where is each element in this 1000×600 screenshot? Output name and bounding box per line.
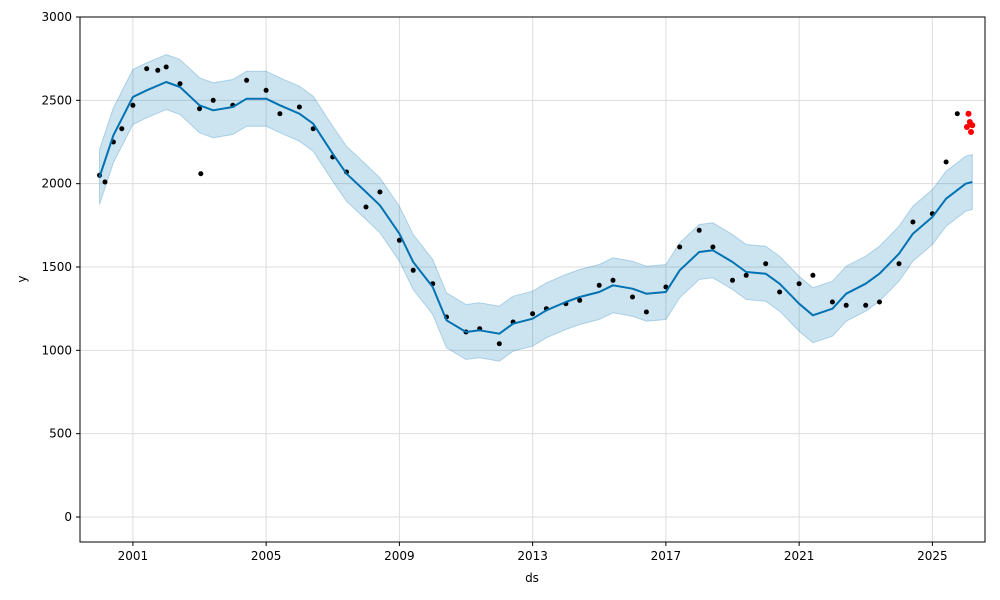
- highlight-point: [963, 124, 970, 130]
- observed-point: [363, 204, 369, 210]
- x-axis-label: ds: [525, 571, 539, 585]
- observed-point: [144, 66, 150, 72]
- highlight-point: [969, 122, 976, 129]
- observed-point: [396, 237, 402, 243]
- x-tick-label: 2013: [517, 549, 548, 563]
- observed-point: [710, 244, 716, 250]
- x-tick-label: 2025: [917, 549, 948, 563]
- observed-point: [163, 64, 169, 70]
- observed-point: [777, 289, 783, 295]
- observed-point: [198, 171, 204, 177]
- y-tick-label: 3000: [41, 10, 72, 24]
- observed-point: [643, 309, 649, 315]
- observed-point: [896, 261, 902, 267]
- highlight-point: [965, 110, 972, 117]
- y-axis-ticks: 0 500 1000 1500 2000 2500 3000: [41, 10, 80, 524]
- observed-point: [954, 111, 960, 117]
- y-axis-label: y: [15, 275, 29, 282]
- y-tick-label: 500: [49, 427, 72, 441]
- observed-point: [796, 281, 802, 287]
- highlight-points: [963, 110, 976, 135]
- x-tick-label: 2021: [784, 549, 815, 563]
- y-tick-label: 2000: [41, 177, 72, 191]
- observed-point: [155, 67, 161, 73]
- observed-point: [743, 272, 749, 278]
- forecast-line: [98, 81, 973, 335]
- observed-point: [596, 282, 602, 288]
- observed-point: [119, 126, 125, 132]
- y-tick-label: 1000: [41, 343, 72, 357]
- observed-point: [263, 87, 269, 93]
- observed-point: [763, 261, 769, 267]
- observed-point: [677, 244, 683, 250]
- observed-point: [410, 267, 416, 273]
- observed-point: [696, 227, 702, 233]
- observed-point: [496, 341, 502, 347]
- observed-point: [277, 111, 283, 117]
- observed-point: [244, 77, 250, 83]
- observed-point: [877, 299, 882, 305]
- observed-point: [577, 297, 583, 303]
- forecast-line-path: [98, 81, 973, 335]
- observed-point: [829, 299, 835, 305]
- observed-point: [943, 159, 949, 165]
- observed-point: [843, 302, 849, 308]
- y-tick-label: 1500: [41, 260, 72, 274]
- x-tick-label: 2005: [251, 549, 282, 563]
- observed-point: [102, 179, 108, 185]
- x-tick-label: 2001: [118, 549, 149, 563]
- x-tick-label: 2017: [651, 549, 682, 563]
- observed-point: [730, 277, 735, 283]
- observed-point: [530, 311, 536, 317]
- highlight-point: [968, 129, 974, 135]
- observed-point: [210, 97, 216, 103]
- y-tick-label: 2500: [41, 93, 72, 107]
- y-tick-label: 0: [64, 510, 72, 524]
- observed-point: [130, 102, 136, 108]
- observed-point: [296, 104, 302, 110]
- observed-point: [910, 219, 916, 225]
- observed-point: [197, 106, 202, 112]
- x-tick-label: 2009: [384, 549, 415, 563]
- x-axis-ticks: 2001 2005 2009 2013 2017 2021 2025: [118, 542, 948, 563]
- observed-point: [177, 81, 183, 87]
- observed-point: [630, 294, 635, 300]
- observed-point: [610, 277, 616, 283]
- observed-point: [863, 302, 869, 308]
- observed-point: [377, 189, 383, 195]
- observed-point: [810, 272, 816, 278]
